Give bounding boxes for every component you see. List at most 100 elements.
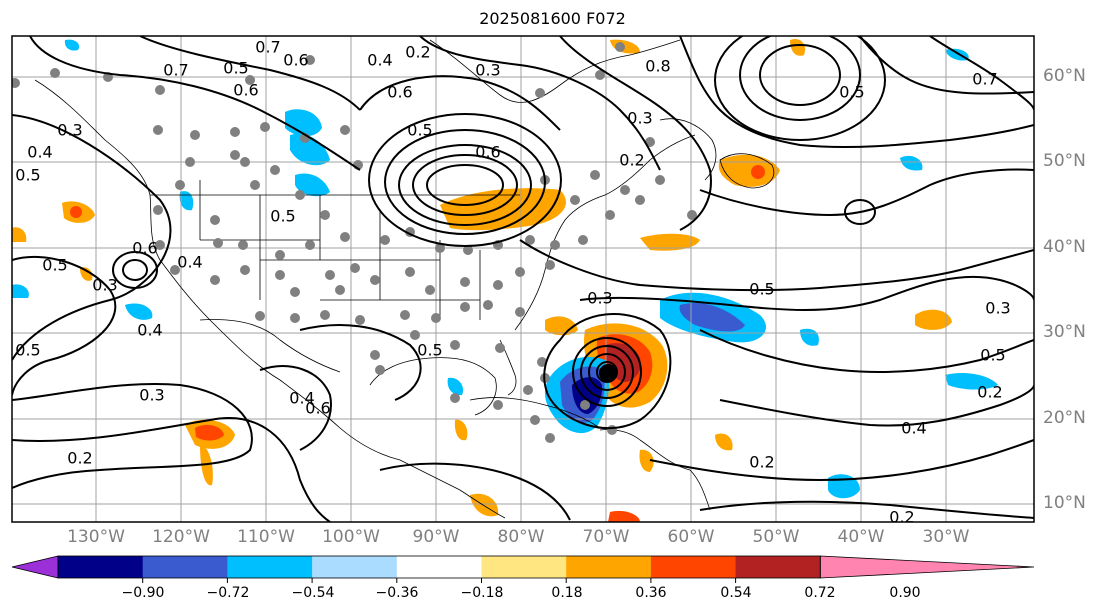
colorbar-tick-label: 0.36 bbox=[635, 585, 667, 601]
shade-orange-atl7 bbox=[790, 38, 806, 56]
shade-orange-atl9 bbox=[470, 493, 499, 517]
contour-label: 0.8 bbox=[645, 56, 671, 76]
contour-label: 0.7 bbox=[255, 37, 281, 57]
lat-label: 30°N bbox=[1043, 322, 1086, 342]
colorbar-tick-label: −0.90 bbox=[121, 585, 165, 601]
contour-label: 0.5 bbox=[417, 340, 443, 360]
colorbar-segment bbox=[735, 556, 821, 578]
contour-label: 0.4 bbox=[289, 388, 315, 408]
shade-orange-pac4 bbox=[80, 267, 93, 281]
lon-label: 40°W bbox=[837, 527, 885, 547]
contour-label: 0.6 bbox=[475, 142, 501, 162]
shade-blue-west4 bbox=[179, 191, 194, 211]
contour-label: 0.6 bbox=[305, 398, 331, 418]
shade-blue-carib bbox=[447, 377, 464, 396]
graticule bbox=[12, 36, 1034, 522]
colorbar-tick-label: 0.90 bbox=[889, 585, 921, 601]
colorbar-segment bbox=[58, 556, 144, 578]
contour-label: 0.6 bbox=[283, 50, 309, 70]
lat-label: 40°N bbox=[1043, 237, 1086, 257]
colorbar-tick-label: 0.54 bbox=[720, 585, 752, 601]
colorbar-segment bbox=[650, 556, 737, 578]
colorbar-tick-label: 0.18 bbox=[551, 585, 583, 601]
shade-orange-lakes bbox=[440, 188, 566, 231]
colorbar-segment bbox=[396, 556, 482, 578]
colorbar-segment bbox=[227, 556, 313, 578]
contour-label: 0.2 bbox=[619, 150, 645, 170]
colorbar-tick-label: −0.18 bbox=[460, 585, 504, 601]
contour-label: 0.6 bbox=[233, 80, 259, 100]
shade-orange-carib bbox=[454, 419, 468, 441]
contour-label: 0.4 bbox=[137, 320, 163, 340]
contour-label: 0.4 bbox=[367, 50, 393, 70]
shade-blue-atl4 bbox=[800, 328, 819, 346]
contour-label: 0.6 bbox=[132, 238, 158, 258]
lon-label: 100°W bbox=[322, 527, 380, 547]
lat-label: 60°N bbox=[1043, 66, 1086, 86]
contour-label: 0.7 bbox=[163, 60, 189, 80]
lon-label: 110°W bbox=[237, 527, 295, 547]
shade-orange-atl1 bbox=[915, 309, 952, 330]
colorbar-frame bbox=[57, 555, 821, 579]
shade-blue-pac5 bbox=[125, 303, 153, 320]
contour-label: 0.4 bbox=[901, 418, 927, 438]
shade-orange-west5 bbox=[12, 227, 27, 242]
contour-label: 0.2 bbox=[67, 448, 93, 468]
contour-label: 0.3 bbox=[475, 60, 501, 80]
shade-orange-pac2 bbox=[200, 445, 213, 486]
colorbar-tick-label: 0.72 bbox=[804, 585, 836, 601]
lat-label: 10°N bbox=[1043, 493, 1086, 513]
contour-label: 0.5 bbox=[223, 58, 249, 78]
contour-label: 0.4 bbox=[27, 142, 53, 162]
shade-orange-newfoundland bbox=[718, 154, 780, 187]
shade-orange-ne bbox=[610, 39, 640, 54]
contour-label: 0.5 bbox=[407, 120, 433, 140]
contour-label: 0.3 bbox=[627, 108, 653, 128]
colorbar-segment bbox=[142, 556, 228, 578]
contour-label: 0.2 bbox=[749, 452, 775, 472]
colorbar-extend-low bbox=[11, 555, 59, 579]
contour-label: 0.5 bbox=[15, 165, 41, 185]
shade-orange-gulf bbox=[545, 316, 578, 336]
lon-label: 50°W bbox=[752, 527, 800, 547]
contour-label: 0.2 bbox=[889, 507, 915, 527]
colorbar-segment bbox=[566, 556, 652, 578]
contour-label: 0.2 bbox=[405, 42, 431, 62]
colorbar-extend-high bbox=[819, 555, 1035, 579]
shade-red-pac3 bbox=[70, 206, 82, 218]
lat-label: 50°N bbox=[1043, 151, 1086, 171]
shade-blue-west7 bbox=[64, 39, 80, 51]
contour-label: 0.5 bbox=[749, 279, 775, 299]
contour-label: 0.3 bbox=[985, 298, 1011, 318]
lon-label: 90°W bbox=[412, 527, 460, 547]
colorbar-segment bbox=[312, 556, 398, 578]
contour-label: 0.5 bbox=[15, 340, 41, 360]
shade-orange-atl10 bbox=[608, 510, 640, 522]
contour-label: 0.2 bbox=[977, 382, 1003, 402]
contour-lines bbox=[12, 36, 1034, 522]
lon-label: 60°W bbox=[667, 527, 715, 547]
lon-label: 30°W bbox=[922, 527, 970, 547]
shade-blue-west3 bbox=[295, 173, 330, 197]
shade-blue-west1 bbox=[285, 109, 322, 137]
contour-label: 0.3 bbox=[587, 288, 613, 308]
shading-layer bbox=[12, 38, 998, 522]
shade-orange-midatl bbox=[640, 233, 700, 251]
contour-label: 0.4 bbox=[177, 252, 203, 272]
station-dots bbox=[12, 42, 697, 443]
contour-label: 0.5 bbox=[980, 345, 1006, 365]
shade-blue-west2 bbox=[290, 133, 330, 166]
map-frame bbox=[11, 35, 1035, 523]
shade-blue-west6 bbox=[12, 284, 29, 298]
colorbar-tick-label: −0.36 bbox=[375, 585, 419, 601]
lat-label: 20°N bbox=[1043, 408, 1086, 428]
contour-label: 0.3 bbox=[57, 120, 83, 140]
contour-label: 0.5 bbox=[42, 255, 68, 275]
contour-label: 0.5 bbox=[270, 206, 296, 226]
lon-label: 120°W bbox=[152, 527, 210, 547]
shade-red-pac1 bbox=[195, 424, 224, 441]
shade-blue-atl2 bbox=[945, 373, 998, 390]
contour-label: 0.6 bbox=[387, 82, 413, 102]
shade-orange-carib2 bbox=[639, 449, 654, 472]
colorbar-tick-label: −0.72 bbox=[206, 585, 250, 601]
